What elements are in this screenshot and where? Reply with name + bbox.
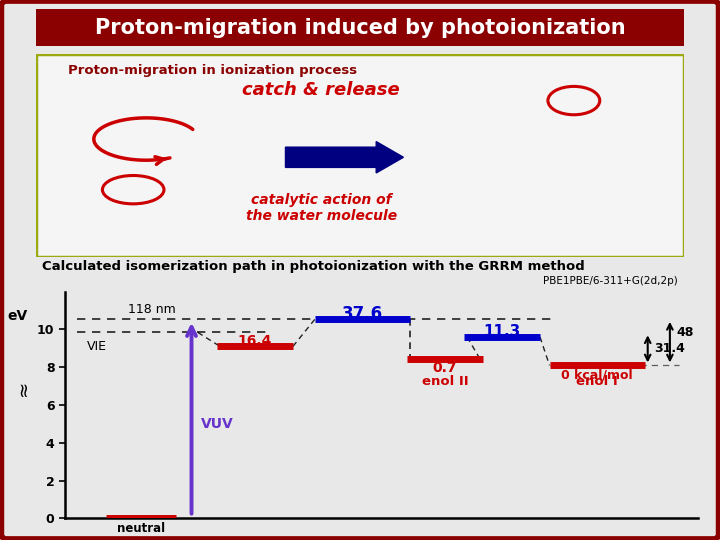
Text: enol II: enol II [422, 375, 468, 388]
Text: 0 kcal/mol: 0 kcal/mol [561, 368, 633, 381]
Text: PBE1PBE/6-311+G(2d,2p): PBE1PBE/6-311+G(2d,2p) [543, 276, 678, 286]
Text: Calculated isomerization path in photoionization with the GRRM method: Calculated isomerization path in photoio… [42, 260, 585, 273]
Text: 118 nm: 118 nm [128, 303, 176, 316]
Text: 37.6: 37.6 [342, 305, 383, 323]
FancyBboxPatch shape [4, 8, 716, 48]
Text: catch & release: catch & release [242, 82, 400, 99]
Text: VIE: VIE [87, 340, 107, 353]
Text: ≈: ≈ [14, 380, 33, 396]
Text: catalytic action of
the water molecule: catalytic action of the water molecule [246, 193, 397, 223]
Text: Proton-migration in ionization process: Proton-migration in ionization process [68, 64, 358, 77]
Text: 31.4: 31.4 [654, 342, 685, 355]
Text: 11.3: 11.3 [483, 324, 521, 339]
Text: eV: eV [7, 309, 27, 323]
Text: 16.4: 16.4 [238, 334, 272, 348]
Text: enol I: enol I [576, 375, 618, 388]
Text: VUV: VUV [201, 417, 234, 431]
Text: Proton-migration induced by photoionization: Proton-migration induced by photoionizat… [95, 17, 625, 38]
FancyArrow shape [285, 141, 403, 173]
Text: neutral: neutral [117, 522, 165, 535]
Text: 48: 48 [676, 326, 693, 339]
Text: 0.7: 0.7 [433, 361, 457, 375]
